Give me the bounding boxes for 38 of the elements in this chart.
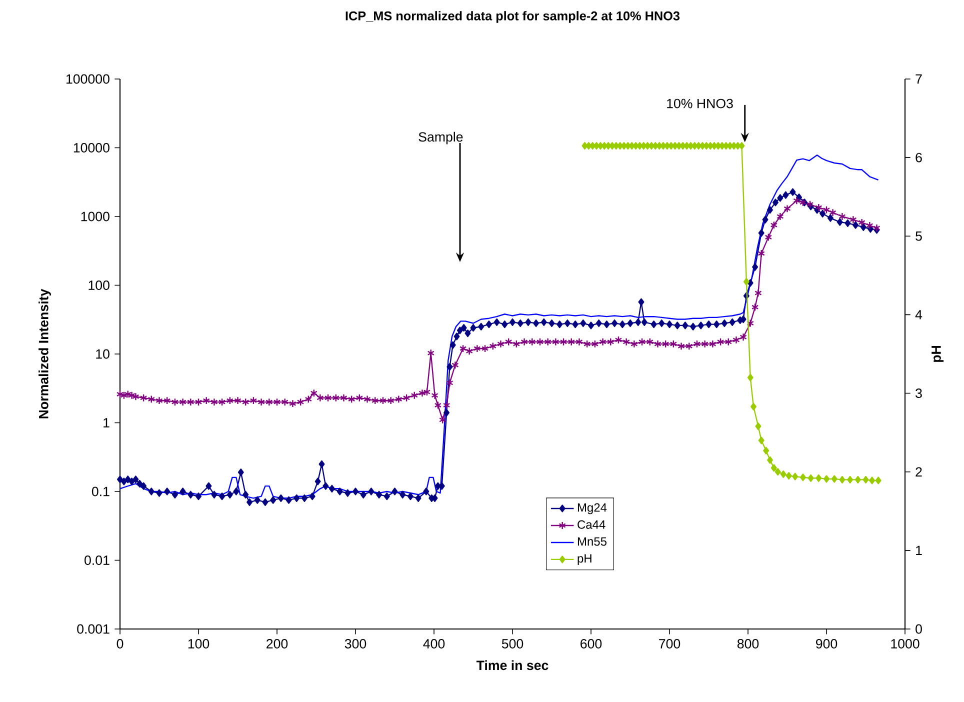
x-tick-label: 900 <box>816 639 838 648</box>
y-tick-label: 0.01 <box>84 556 110 565</box>
legend-label: pH <box>578 554 592 566</box>
annotation: 10% HNO3 <box>667 98 733 108</box>
x-tick-label: 100 <box>188 639 210 648</box>
x-tick-label: 800 <box>737 639 759 648</box>
x-tick-label: 0 <box>116 639 124 648</box>
y2-tick-label: 4 <box>915 310 922 320</box>
y2-tick-label: 0 <box>916 624 922 634</box>
x-tick-label: 700 <box>659 639 680 648</box>
x-axis-title: Time in sec <box>476 660 548 670</box>
y-tick-label: 0.1 <box>92 486 110 496</box>
y-axis-title: Normalized Intensity <box>38 288 51 418</box>
y2-tick-label: 1 <box>916 546 922 555</box>
y2-tick-label: 5 <box>916 231 922 241</box>
y2-tick-label: 6 <box>916 152 922 162</box>
legend-label: Mn55 <box>578 537 606 546</box>
legend-label: Mg24 <box>578 503 607 514</box>
y-tick-label: 10000 <box>74 143 110 152</box>
y2-tick-label: 7 <box>916 74 922 84</box>
x-tick-label: 300 <box>344 639 366 648</box>
y-tick-label: 100 <box>88 280 110 290</box>
annotation: Sample <box>418 132 463 144</box>
y-tick-label: 100000 <box>66 74 110 84</box>
x-tick-label: 1000 <box>891 639 920 648</box>
y-tick-label: 1 <box>104 418 110 428</box>
chart-title: ICP_MS normalized data plot for sample-2 at 10% HNO3 <box>346 11 680 23</box>
y-tick-label: 1000 <box>81 212 110 222</box>
legend-label: Ca44 <box>578 520 606 529</box>
y2-axis-title: pH <box>932 346 944 362</box>
x-tick-label: 400 <box>423 639 445 648</box>
x-tick-label: 200 <box>266 639 288 648</box>
x-tick-label: 600 <box>580 639 602 648</box>
y2-tick-label: 2 <box>916 467 922 476</box>
y2-tick-label: 3 <box>916 388 922 398</box>
x-tick-label: 500 <box>502 639 524 648</box>
y-tick-label: 0.001 <box>77 624 110 634</box>
y-tick-label: 10 <box>96 349 110 359</box>
